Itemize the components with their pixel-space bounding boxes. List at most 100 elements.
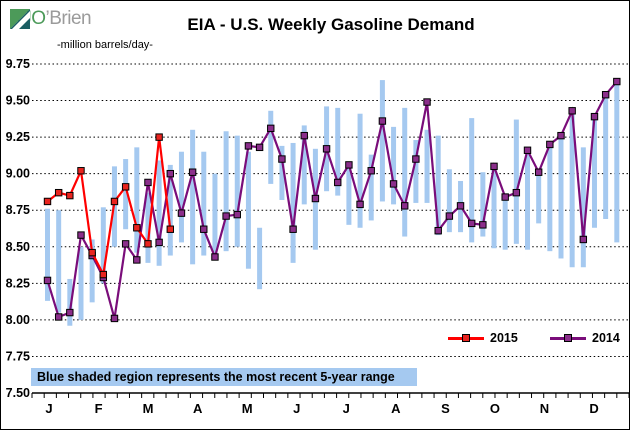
data-point-2014	[121, 240, 130, 248]
data-point-2014	[367, 167, 375, 175]
y-axis-label: 7.50	[6, 386, 30, 400]
range-bar	[67, 278, 73, 326]
month-label: A	[193, 401, 203, 416]
month-label: J	[343, 401, 350, 416]
data-point-2015	[133, 224, 141, 232]
data-point-2014	[211, 253, 219, 261]
data-point-2014	[43, 276, 52, 285]
data-point-2015	[88, 248, 96, 257]
range-bar	[201, 151, 207, 256]
data-point-2014	[322, 145, 331, 153]
data-point-2015	[144, 240, 152, 248]
range-bar	[603, 94, 609, 219]
range-bar	[234, 135, 240, 247]
data-point-2014	[557, 131, 565, 140]
data-point-2014	[233, 210, 241, 219]
data-point-2014	[345, 161, 353, 169]
data-point-2015	[54, 188, 63, 197]
range-bar	[547, 144, 553, 252]
series-line-2014	[46, 80, 618, 319]
range-bar	[301, 125, 307, 205]
range-bar	[134, 147, 140, 253]
range-bar	[190, 129, 196, 265]
month-label: N	[540, 401, 549, 416]
range-bar	[569, 110, 575, 268]
range-bar	[413, 140, 419, 203]
range-bar	[469, 118, 475, 243]
range-bar	[223, 131, 229, 252]
y-axis-unit-label: -million barrels/day-	[57, 39, 153, 51]
data-point-2014	[434, 226, 442, 235]
data-point-2014	[534, 168, 543, 176]
legend-item-2015: 2015	[448, 331, 518, 345]
data-point-2014	[412, 155, 420, 163]
data-point-2014	[200, 225, 208, 233]
data-point-2015	[166, 225, 174, 233]
range-bar	[167, 164, 173, 256]
data-point-2014	[255, 143, 264, 152]
legend-marker-2014	[564, 333, 572, 342]
range-bar	[368, 154, 374, 221]
range-bar	[491, 167, 497, 249]
chart-title: EIA - U.S. Weekly Gasoline Demand	[187, 15, 475, 34]
range-bar	[435, 135, 441, 236]
data-point-2014	[144, 178, 152, 187]
range-bar	[290, 142, 296, 263]
data-point-2015	[155, 133, 163, 141]
y-axis-label: 8.00	[6, 313, 30, 327]
range-bar	[480, 172, 486, 237]
logo-icon	[10, 9, 30, 29]
data-point-2014	[222, 212, 230, 220]
data-point-2014	[133, 256, 141, 264]
range-bar	[268, 110, 274, 184]
data-point-2014	[546, 140, 554, 149]
data-point-2014	[389, 180, 398, 188]
range-bar	[513, 119, 519, 244]
data-point-2014	[188, 168, 197, 176]
y-axis-label: 9.75	[6, 57, 30, 71]
range-bar	[357, 113, 363, 228]
month-label: J	[45, 401, 52, 416]
y-axis-label: 7.75	[6, 349, 30, 363]
data-point-2014	[479, 221, 487, 229]
data-point-2014	[300, 131, 308, 140]
data-point-2014	[512, 188, 521, 197]
range-bar	[525, 150, 531, 250]
y-axis-label: 9.50	[6, 94, 30, 108]
data-point-2014	[311, 194, 320, 203]
data-point-2015	[110, 197, 119, 206]
data-point-2015	[66, 191, 74, 200]
data-point-2014	[590, 112, 599, 121]
data-point-2014	[568, 107, 576, 115]
range-bar	[379, 80, 385, 202]
month-label: F	[95, 401, 103, 416]
legend-swatch-2015	[448, 333, 484, 342]
data-point-2014	[467, 219, 476, 228]
series-line-2015	[46, 136, 172, 279]
data-point-2014	[445, 212, 454, 220]
y-axis-label: 8.75	[6, 203, 30, 217]
range-bar	[614, 81, 620, 243]
legend-swatch-2014	[550, 333, 586, 342]
range-bar	[156, 160, 162, 266]
range-bar	[402, 107, 408, 237]
legend-label-2014: 2014	[592, 331, 620, 345]
range-bar	[335, 107, 341, 196]
data-point-2014	[177, 209, 186, 217]
range-bar	[78, 246, 84, 320]
month-label: S	[441, 401, 450, 416]
data-point-2015	[77, 167, 85, 175]
data-point-2014	[166, 169, 174, 178]
data-point-2014	[54, 313, 63, 321]
range-bar	[391, 126, 397, 205]
y-axis-label: 8.50	[6, 240, 30, 254]
logo-text-brien: ’Brien	[45, 8, 92, 29]
data-point-2014	[601, 91, 610, 99]
data-point-2014	[334, 178, 342, 187]
data-point-2014	[244, 142, 253, 150]
data-point-2014	[267, 124, 275, 133]
data-point-2014	[423, 98, 431, 106]
range-bar	[591, 116, 597, 228]
